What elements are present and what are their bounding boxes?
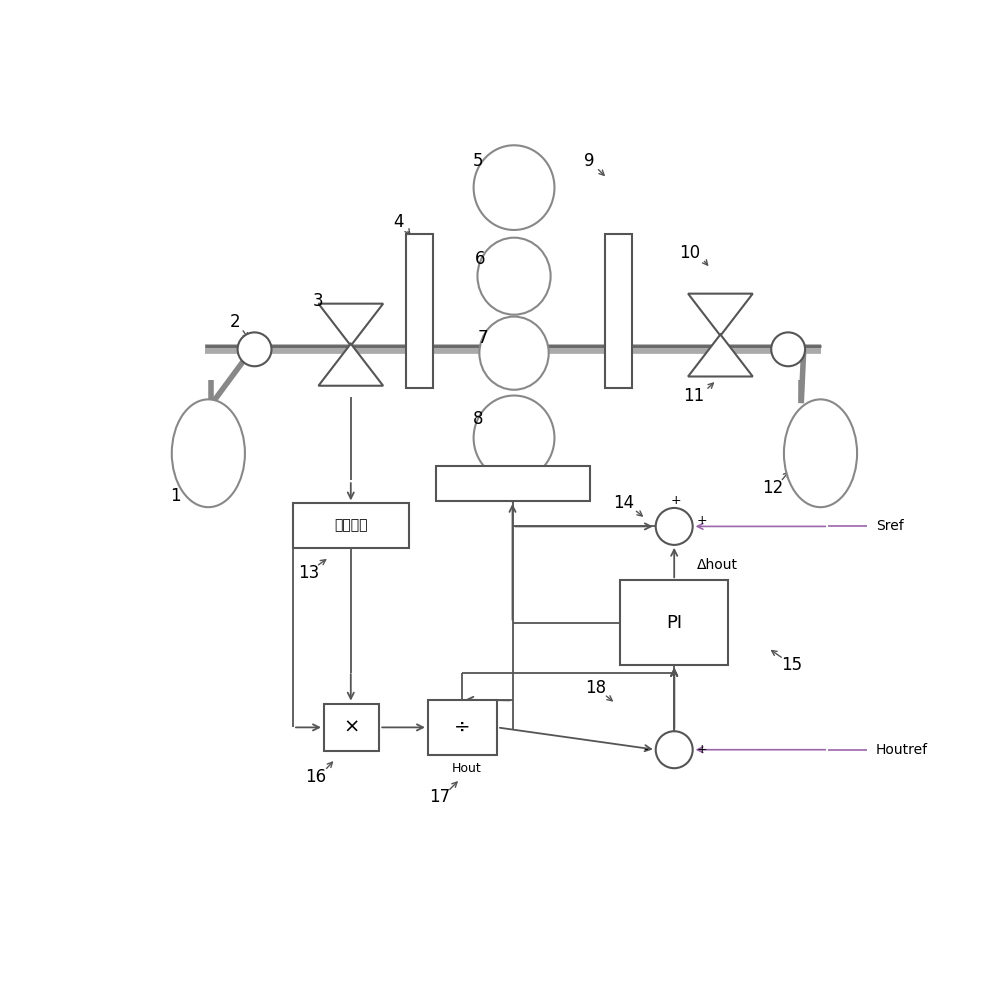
Polygon shape (688, 294, 753, 335)
Text: 2: 2 (230, 314, 241, 331)
Bar (324, 704, 379, 751)
Text: 5: 5 (473, 152, 483, 170)
Ellipse shape (479, 317, 549, 389)
Bar (293, 503, 409, 548)
Ellipse shape (474, 145, 554, 230)
Text: PI: PI (666, 613, 682, 632)
Text: 延时模块: 延时模块 (334, 519, 368, 532)
Text: +: + (697, 743, 707, 756)
Circle shape (238, 332, 271, 366)
Text: +: + (670, 494, 681, 507)
Bar (620, 581, 728, 665)
Text: 16: 16 (306, 768, 327, 786)
Text: 15: 15 (781, 656, 802, 674)
Ellipse shape (172, 399, 245, 507)
Bar (428, 700, 497, 755)
Circle shape (656, 732, 693, 768)
Text: 12: 12 (762, 479, 783, 497)
Text: +: + (697, 514, 707, 527)
Polygon shape (688, 334, 753, 377)
Text: 4: 4 (393, 213, 404, 232)
Text: 13: 13 (298, 564, 319, 582)
Text: 18: 18 (585, 679, 606, 697)
Text: -: - (644, 743, 648, 756)
Bar (406, 234, 433, 387)
Text: 3: 3 (313, 292, 324, 310)
Text: 10: 10 (679, 245, 700, 262)
Text: 11: 11 (683, 387, 704, 404)
Text: 9: 9 (584, 152, 595, 170)
Text: 6: 6 (475, 250, 485, 268)
Circle shape (771, 332, 805, 366)
Polygon shape (318, 304, 383, 346)
Text: 14: 14 (614, 494, 635, 513)
Polygon shape (318, 344, 383, 386)
Bar (436, 466, 590, 501)
Circle shape (656, 508, 693, 545)
Ellipse shape (474, 395, 554, 480)
Text: Houtref: Houtref (876, 742, 928, 756)
Text: 17: 17 (429, 789, 450, 807)
Ellipse shape (784, 399, 857, 507)
Text: 7: 7 (478, 328, 488, 347)
Text: Sref: Sref (876, 520, 904, 533)
Text: 1: 1 (170, 487, 181, 505)
Text: ×: × (343, 718, 360, 737)
Text: 8: 8 (473, 409, 483, 428)
Ellipse shape (477, 238, 551, 315)
Text: Hout: Hout (451, 762, 481, 775)
Text: ÷: ÷ (454, 718, 471, 737)
Bar (605, 234, 632, 387)
Text: Δhout: Δhout (697, 558, 738, 572)
